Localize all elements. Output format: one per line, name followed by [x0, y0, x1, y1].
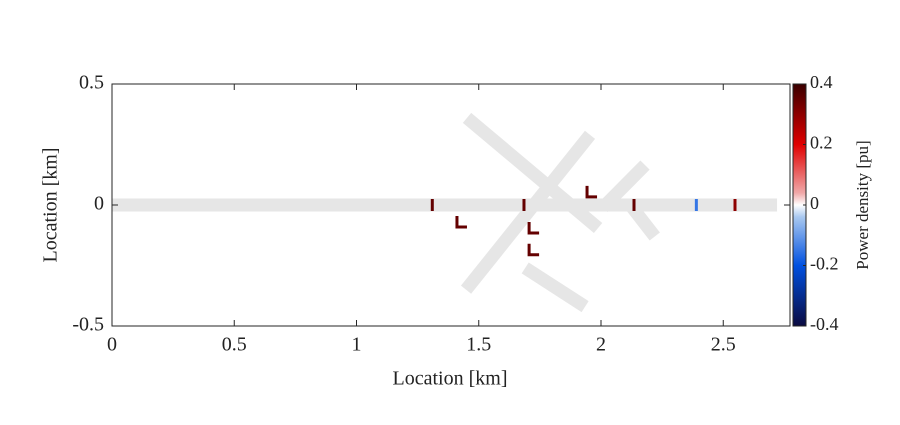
y-tick-label: 0: [94, 193, 104, 215]
x-tick-label: 2.5: [711, 334, 736, 356]
y-tick-label: 0.5: [79, 72, 104, 94]
colorbar-tick-label: 0.4: [810, 72, 833, 92]
y-tick-label: -0.5: [72, 314, 104, 336]
x-tick-label: 1: [352, 334, 362, 356]
colorbar-label: Power density [pu]: [853, 140, 872, 269]
road: [460, 130, 596, 294]
power-marker: [527, 221, 540, 235]
road: [598, 160, 650, 213]
x-tick-label: 2: [596, 334, 606, 356]
colorbar-tick-label: -0.4: [810, 314, 839, 334]
x-tick-label: 0.5: [222, 334, 247, 356]
x-tick-label: 0: [107, 334, 117, 356]
x-tick-label: 1.5: [466, 334, 491, 356]
colorbar-tick-label: -0.2: [810, 254, 839, 274]
colorbar-tick-label: 0: [810, 193, 819, 213]
x-axis-label: Location [km]: [393, 368, 508, 390]
power-marker: [585, 185, 598, 199]
y-axis-label: Location [km]: [40, 148, 62, 263]
power-marker: [455, 215, 467, 229]
road: [462, 112, 603, 233]
road: [521, 262, 589, 313]
power-marker: [527, 243, 540, 257]
colorbar-tick-label: 0.2: [810, 133, 833, 153]
plot-area: [112, 112, 778, 313]
